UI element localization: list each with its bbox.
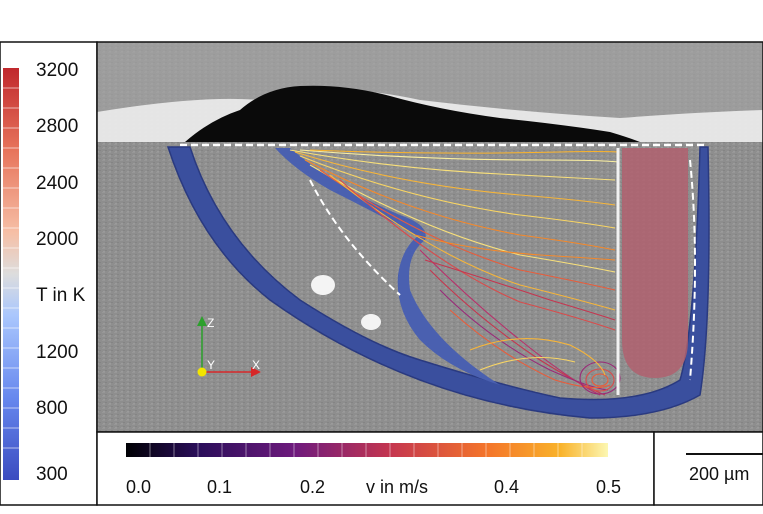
temperature-tick-label: 2400 (36, 173, 79, 194)
temperature-tick-label: 3200 (36, 60, 79, 81)
melt-pool-boundary (166, 146, 710, 419)
keyhole-edge (689, 159, 696, 381)
streamline-region-edge (309, 179, 401, 296)
temperature-tick-label: 2800 (36, 116, 79, 137)
x-axis-arrow-icon (251, 367, 261, 377)
velocity-colorbar-title: v in m/s (366, 477, 429, 497)
temperature-tick-label: 1200 (36, 342, 79, 363)
temperature-colorbar-title: T in K (36, 285, 86, 306)
z-axis-label: Z (207, 316, 214, 330)
axis-triad (197, 316, 261, 377)
velocity-tick-label: 0.5 (596, 477, 622, 497)
velocity-colorbar (126, 443, 608, 457)
temperature-tick-label: 800 (36, 398, 68, 419)
temperature-gradient (3, 68, 19, 480)
velocity-streamlines (289, 149, 621, 396)
velocity-gradient (126, 443, 608, 457)
vapor-plume (185, 85, 640, 142)
velocity-tick-label: 0.4 (494, 477, 520, 497)
pore (311, 275, 335, 295)
velocity-tick-label: 0.1 (207, 477, 233, 497)
scale-bar-frame (653, 431, 763, 506)
y-axis-marker-icon (197, 367, 207, 377)
velocity-tick-label: 0.2 (300, 477, 326, 497)
scale-bar-label: 200 µm (689, 464, 750, 484)
ct-image (97, 42, 763, 432)
temperature-tick-label: 2000 (36, 229, 79, 250)
velocity-tick-label: 0.0 (126, 477, 152, 497)
z-axis-arrow-icon (197, 316, 207, 326)
y-axis-label: Y (207, 358, 215, 372)
pore (361, 314, 381, 330)
temperature-band-lines (3, 87, 19, 449)
temperature-colorbar (0, 41, 98, 506)
velocity-band-lines (149, 443, 583, 457)
x-axis-label: X (252, 358, 260, 372)
temperature-tick-label: 300 (36, 464, 68, 485)
keyhole (622, 148, 688, 378)
